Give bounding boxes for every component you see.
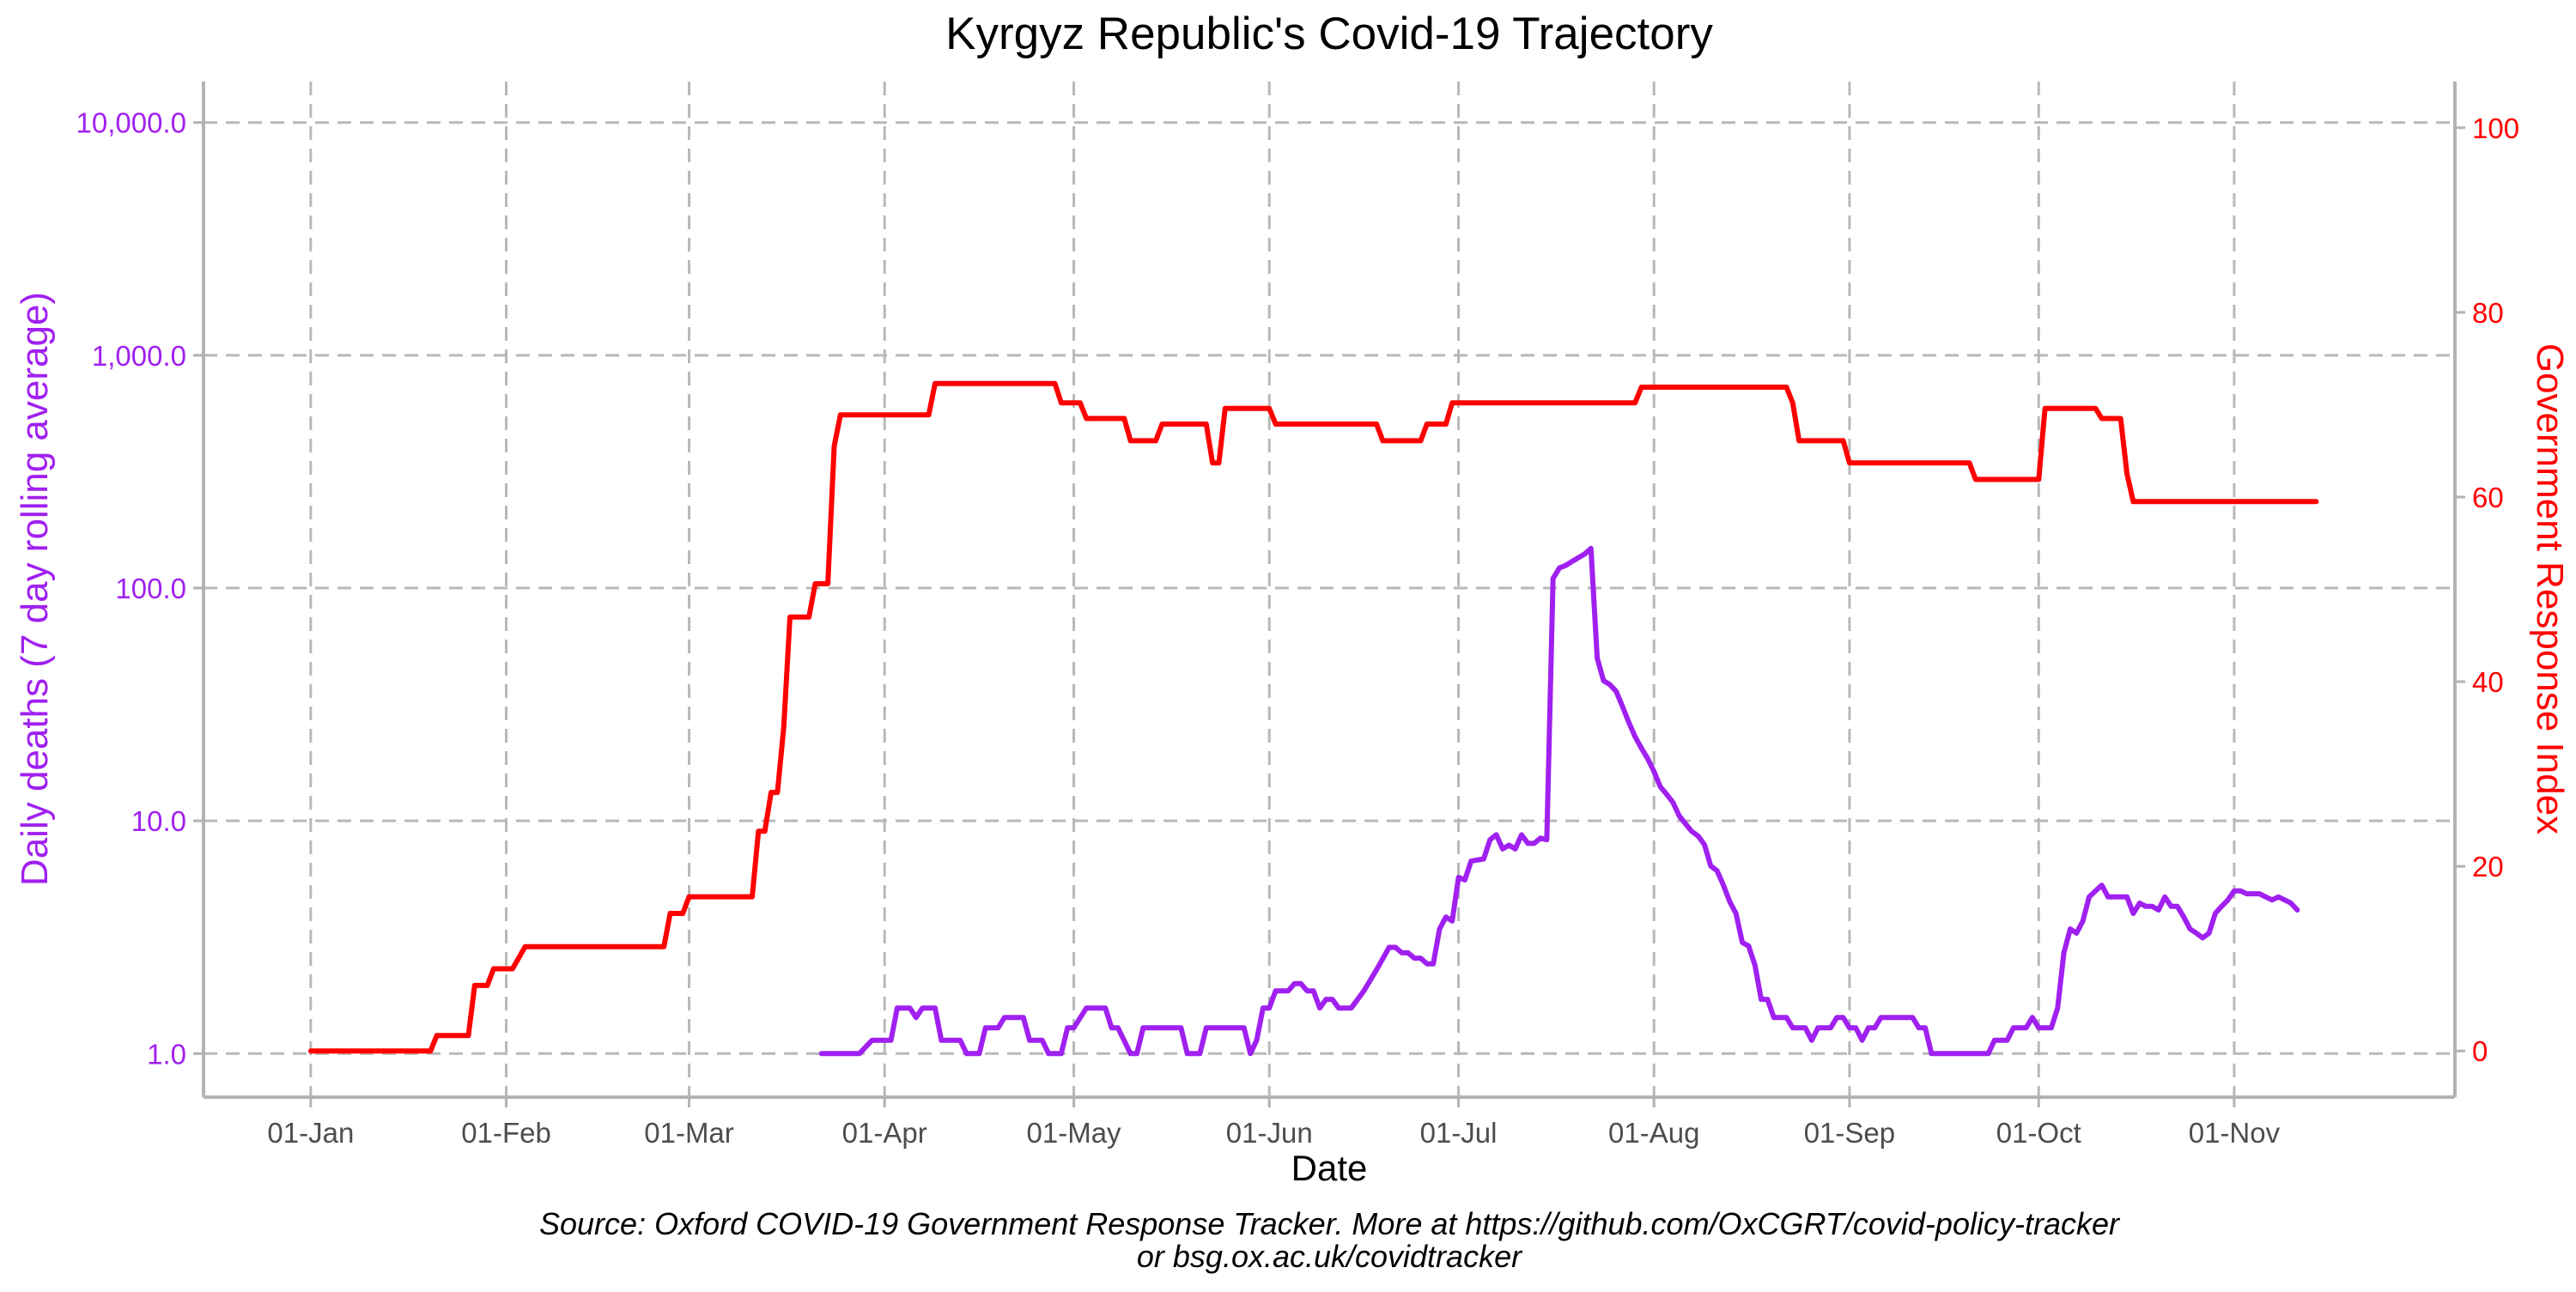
- y-right-tick-label: 0: [2472, 1035, 2488, 1067]
- x-tick-label: 01-Jan: [267, 1117, 354, 1149]
- caption-line-2: or bsg.ox.ac.uk/covidtracker: [1137, 1239, 1523, 1274]
- chart-title: Kyrgyz Republic's Covid-19 Trajectory: [945, 9, 1713, 59]
- y-left-tick-label: 100.0: [115, 573, 186, 604]
- y-right-tick-label: 40: [2472, 666, 2504, 698]
- series-layer: [307, 380, 2319, 1057]
- x-tick-label: 01-Aug: [1608, 1117, 1699, 1149]
- y-left-tick-label: 1.0: [147, 1038, 186, 1070]
- grid-layer: [204, 82, 2455, 1097]
- y-axis-right-title: Government Response Index: [2529, 343, 2571, 834]
- x-tick-label: 01-Apr: [842, 1117, 927, 1149]
- y-left-tick-label: 1,000.0: [92, 340, 186, 372]
- y-right-tick-label: 100: [2472, 112, 2519, 144]
- x-tick-label: 01-Jun: [1226, 1117, 1313, 1149]
- y-right-tick-label: 20: [2472, 851, 2504, 883]
- x-tick-label: 01-Nov: [2189, 1117, 2281, 1149]
- x-tick-label: 01-Sep: [1804, 1117, 1895, 1149]
- x-axis-title: Date: [1291, 1148, 1368, 1188]
- x-tick-label: 01-Oct: [1996, 1117, 2081, 1149]
- caption-line-1: Source: Oxford COVID-19 Government Respo…: [539, 1206, 2121, 1241]
- y-right-tick-label: 60: [2472, 482, 2504, 513]
- y-axis-left-title: Daily deaths (7 day rolling average): [14, 292, 56, 886]
- tick-layer: 01-Jan 01-Feb 01-Mar 01-Apr 01-May 01-Jun 01-J…: [76, 107, 2520, 1149]
- x-tick-label: 01-Mar: [644, 1117, 734, 1149]
- response-index-series-line: [307, 380, 2319, 1054]
- x-tick-label: 01-May: [1027, 1117, 1122, 1149]
- x-tick-label: 01-Jul: [1420, 1117, 1498, 1149]
- y-left-tick-label: 10,000.0: [76, 107, 186, 139]
- y-left-tick-label: 10.0: [131, 805, 186, 837]
- deaths-series-line: [818, 545, 2300, 1057]
- x-tick-label: 01-Feb: [461, 1117, 551, 1149]
- y-right-tick-label: 80: [2472, 297, 2504, 329]
